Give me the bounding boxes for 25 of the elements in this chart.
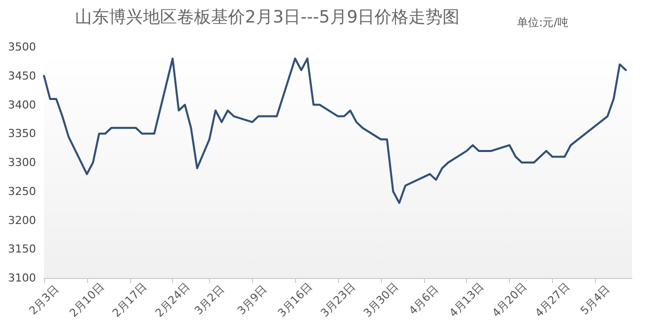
x-tick-label: 2月24日 bbox=[152, 280, 192, 320]
x-tick-label: 2月10日 bbox=[67, 280, 107, 320]
y-tick-label: 3200 bbox=[8, 214, 36, 227]
x-tick-label: 2月3日 bbox=[26, 282, 62, 318]
x-tick-label: 4月27日 bbox=[532, 280, 572, 320]
chart-title: 山东博兴地区卷板基价2月3日---5月9日价格走势图 bbox=[75, 8, 460, 28]
x-tick-label: 3月9日 bbox=[234, 282, 270, 318]
x-tick-label: 3月30日 bbox=[361, 280, 401, 320]
x-tick-label: 4月6日 bbox=[406, 282, 442, 318]
x-tick-label: 3月2日 bbox=[192, 282, 227, 318]
y-tick-label: 3250 bbox=[8, 184, 36, 198]
chart-subtitle: 单位:元/吨 bbox=[517, 16, 568, 29]
y-tick-label: 3450 bbox=[8, 69, 36, 82]
y-tick-label: 3150 bbox=[8, 242, 36, 256]
x-tick-label: 3月16日 bbox=[275, 280, 315, 320]
x-tick-label: 5月4日 bbox=[578, 282, 613, 318]
x-tick-label: 4月20日 bbox=[490, 280, 530, 320]
x-tick-label: 3月23日 bbox=[318, 280, 358, 320]
x-tick-label: 2月17日 bbox=[110, 280, 150, 320]
y-tick-label: 3100 bbox=[8, 272, 36, 284]
y-tick-label: 3400 bbox=[8, 98, 36, 112]
x-tick-label: 4月13日 bbox=[446, 280, 486, 320]
y-tick-label: 3350 bbox=[8, 127, 36, 140]
y-tick-label: 3500 bbox=[8, 40, 36, 54]
y-tick-label: 3300 bbox=[8, 156, 36, 169]
